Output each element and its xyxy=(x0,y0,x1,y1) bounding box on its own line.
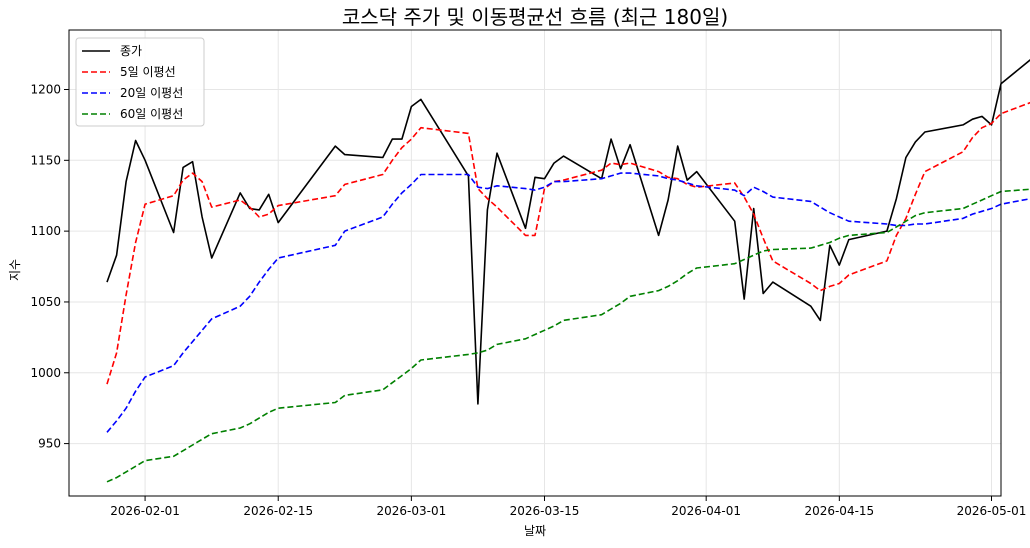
y-axis-ticks: 950 1000 1050 1100 1150 1200 xyxy=(30,82,69,451)
grid xyxy=(69,30,1001,496)
x-axis-label: 날짜 xyxy=(524,524,546,538)
series-4-legend-label: 60일 이평선 xyxy=(120,107,183,121)
x-axis-ticks: 2026-02-01 2026-02-15 2026-03-01 2026-03-15… xyxy=(110,496,1026,518)
y-tick-label: 1000 xyxy=(30,366,61,380)
series-lines xyxy=(106,59,1030,483)
y-tick-label: 1150 xyxy=(30,153,61,167)
y-axis-label: 지수 xyxy=(8,259,22,281)
x-tick-label: 2026-02-15 xyxy=(243,504,313,518)
x-tick-label: 2026-05-01 xyxy=(957,504,1027,518)
x-tick-label: 2026-03-15 xyxy=(510,504,580,518)
x-tick-label: 2026-04-01 xyxy=(671,504,741,518)
series-2-line xyxy=(106,101,1030,385)
chart-title: 코스닥 주가 및 이동평균선 흐름 (최근 180일) xyxy=(342,5,728,29)
series-1-line xyxy=(106,59,1030,405)
plot-area-frame xyxy=(68,29,1002,497)
y-tick-label: 1050 xyxy=(30,295,61,309)
series-4-line xyxy=(106,188,1030,483)
series-3-legend-label: 20일 이평선 xyxy=(120,86,183,100)
x-tick-label: 2026-04-15 xyxy=(804,504,874,518)
legend-box xyxy=(75,37,205,127)
y-tick-label: 950 xyxy=(38,437,61,451)
series-1-legend-label: 종가 xyxy=(120,44,142,58)
legend-items: 종가 5일 이평선 20일 이평선 60일 이평선 xyxy=(82,44,183,121)
series-3-line xyxy=(106,172,1030,433)
y-tick-label: 1200 xyxy=(30,82,61,96)
series-2-legend-label: 5일 이평선 xyxy=(120,65,176,79)
x-tick-label: 2026-03-01 xyxy=(376,504,446,518)
legend: 종가 5일 이평선 20일 이평선 60일 이평선 xyxy=(75,37,205,127)
x-tick-label: 2026-02-01 xyxy=(110,504,180,518)
y-tick-label: 1100 xyxy=(30,224,61,238)
